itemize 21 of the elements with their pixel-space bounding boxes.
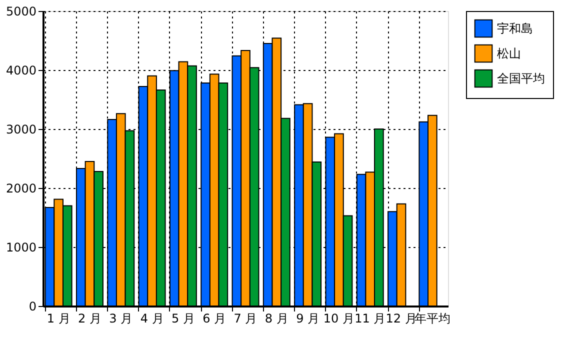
y-tick-label: 4000 xyxy=(6,64,36,78)
x-tick-label: 1 月 xyxy=(46,312,70,326)
legend-label: 宇和島 xyxy=(497,22,533,36)
x-tick-label: 9 月 xyxy=(296,312,320,326)
x-tick-label: 年平均 xyxy=(414,312,450,326)
legend-label: 松山 xyxy=(497,46,521,60)
legend-label: 全国平均 xyxy=(497,72,545,86)
x-tick-label: 3 月 xyxy=(109,312,133,326)
x-tick-label: 8 月 xyxy=(264,312,288,326)
y-tick-label: 3000 xyxy=(6,122,36,136)
x-tick-label: 7 月 xyxy=(234,312,258,326)
y-tick-label: 0 xyxy=(28,300,36,314)
y-tick-label: 5000 xyxy=(6,4,36,18)
x-tick-label: 4 月 xyxy=(140,312,164,326)
x-tick-label: 2 月 xyxy=(78,312,102,326)
y-tick-label: 1000 xyxy=(6,240,36,254)
x-tick-label: 11 月 xyxy=(354,312,386,326)
y-tick-label: 2000 xyxy=(6,182,36,196)
x-tick-label: 6 月 xyxy=(202,312,226,326)
x-tick-label: 5 月 xyxy=(171,312,195,326)
x-tick-label: 10 月 xyxy=(323,312,355,326)
